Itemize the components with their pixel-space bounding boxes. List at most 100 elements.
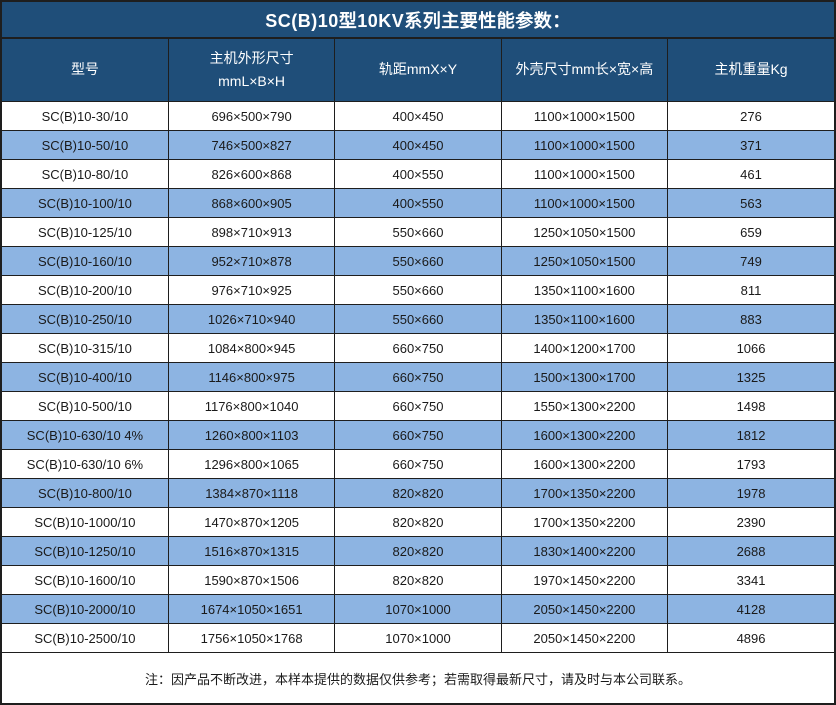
table-row: SC(B)10-50/10 746×500×827 400×450 1100×1000…	[2, 130, 834, 160]
cell-weight: 1325	[667, 362, 834, 392]
cell-weight: 811	[667, 275, 834, 305]
cell-model: SC(B)10-1000/10	[2, 507, 169, 537]
cell-dimensions: 952×710×878	[167, 246, 336, 276]
cell-shell-size: 1550×1300×2200	[500, 391, 669, 421]
header-row: 型号 主机外形尺寸 mmL×B×H 轨距mmX×Y 外壳尺寸mm长×宽×高 主机…	[2, 39, 834, 102]
cell-shell-size: 1100×1000×1500	[500, 159, 669, 189]
cell-gauge: 400×550	[334, 188, 502, 218]
cell-shell-size: 1700×1350×2200	[500, 478, 669, 508]
table-row: SC(B)10-160/10 952×710×878 550×660 1250×105…	[2, 246, 834, 276]
cell-shell-size: 1500×1300×1700	[500, 362, 669, 392]
cell-model: SC(B)10-50/10	[2, 130, 169, 160]
cell-shell-size: 1700×1350×2200	[500, 507, 669, 537]
cell-weight: 2688	[667, 536, 834, 566]
cell-gauge: 400×450	[334, 101, 502, 131]
cell-gauge: 660×750	[334, 362, 502, 392]
cell-model: SC(B)10-30/10	[2, 101, 169, 131]
cell-weight: 1498	[667, 391, 834, 421]
spec-table: 型号 主机外形尺寸 mmL×B×H 轨距mmX×Y 外壳尺寸mm长×宽×高 主机…	[2, 39, 834, 653]
cell-model: SC(B)10-2000/10	[2, 594, 169, 624]
cell-dimensions: 1470×870×1205	[167, 507, 336, 537]
cell-dimensions: 1384×870×1118	[167, 478, 336, 508]
cell-gauge: 550×660	[334, 275, 502, 305]
cell-shell-size: 1100×1000×1500	[500, 188, 669, 218]
cell-shell-size: 1350×1100×1600	[500, 275, 669, 305]
cell-gauge: 1070×1000	[334, 623, 502, 653]
col-header-model: 型号	[2, 39, 169, 102]
cell-weight: 1793	[667, 449, 834, 479]
table-row: SC(B)10-630/10 4% 1260×800×1103 660×750 160…	[2, 420, 834, 450]
cell-gauge: 820×820	[334, 565, 502, 595]
cell-dimensions: 1296×800×1065	[167, 449, 336, 479]
cell-model: SC(B)10-160/10	[2, 246, 169, 276]
table-body: SC(B)10-30/10 696×500×790 400×450 1100×1000…	[2, 101, 834, 653]
cell-shell-size: 1600×1300×2200	[500, 449, 669, 479]
cell-weight: 3341	[667, 565, 834, 595]
col-header-weight: 主机重量Kg	[667, 39, 834, 102]
cell-dimensions: 1756×1050×1768	[167, 623, 336, 653]
table-row: SC(B)10-400/10 1146×800×975 660×750 1500×13…	[2, 362, 834, 392]
cell-weight: 563	[667, 188, 834, 218]
cell-gauge: 400×550	[334, 159, 502, 189]
cell-model: SC(B)10-400/10	[2, 362, 169, 392]
cell-model: SC(B)10-500/10	[2, 391, 169, 421]
cell-shell-size: 2050×1450×2200	[500, 594, 669, 624]
cell-dimensions: 1260×800×1103	[167, 420, 336, 450]
cell-weight: 4128	[667, 594, 834, 624]
cell-gauge: 1070×1000	[334, 594, 502, 624]
cell-dimensions: 976×710×925	[167, 275, 336, 305]
cell-dimensions: 1146×800×975	[167, 362, 336, 392]
cell-weight: 2390	[667, 507, 834, 537]
cell-weight: 276	[667, 101, 834, 131]
table-row: SC(B)10-1000/10 1470×870×1205 820×820 1700×…	[2, 507, 834, 537]
table-row: SC(B)10-30/10 696×500×790 400×450 1100×1000…	[2, 101, 834, 131]
cell-model: SC(B)10-1250/10	[2, 536, 169, 566]
cell-model: SC(B)10-250/10	[2, 304, 169, 334]
cell-dimensions: 868×600×905	[167, 188, 336, 218]
col-header-shell-size: 外壳尺寸mm长×宽×高	[500, 39, 669, 102]
cell-gauge: 400×450	[334, 130, 502, 160]
table-row: SC(B)10-100/10 868×600×905 400×550 1100×100…	[2, 188, 834, 218]
table-row: SC(B)10-500/10 1176×800×1040 660×750 1550×1…	[2, 391, 834, 421]
cell-model: SC(B)10-80/10	[2, 159, 169, 189]
table-row: SC(B)10-315/10 1084×800×945 660×750 1400×12…	[2, 333, 834, 363]
cell-weight: 659	[667, 217, 834, 247]
table-row: SC(B)10-2500/10 1756×1050×1768 1070×1000 20…	[2, 623, 834, 653]
table-row: SC(B)10-1600/10 1590×870×1506 820×820 1970×…	[2, 565, 834, 595]
cell-dimensions: 1176×800×1040	[167, 391, 336, 421]
cell-shell-size: 1830×1400×2200	[500, 536, 669, 566]
cell-model: SC(B)10-125/10	[2, 217, 169, 247]
cell-weight: 1066	[667, 333, 834, 363]
cell-model: SC(B)10-200/10	[2, 275, 169, 305]
cell-dimensions: 1026×710×940	[167, 304, 336, 334]
table-row: SC(B)10-250/10 1026×710×940 550×660 1350×11…	[2, 304, 834, 334]
cell-shell-size: 1100×1000×1500	[500, 130, 669, 160]
cell-model: SC(B)10-2500/10	[2, 623, 169, 653]
table-row: SC(B)10-80/10 826×600×868 400×550 1100×1000…	[2, 159, 834, 189]
cell-weight: 1812	[667, 420, 834, 450]
cell-gauge: 550×660	[334, 217, 502, 247]
table-row: SC(B)10-1250/10 1516×870×1315 820×820 1830×…	[2, 536, 834, 566]
cell-shell-size: 1970×1450×2200	[500, 565, 669, 595]
cell-model: SC(B)10-315/10	[2, 333, 169, 363]
table-row: SC(B)10-125/10 898×710×913 550×660 1250×105…	[2, 217, 834, 247]
cell-gauge: 820×820	[334, 536, 502, 566]
cell-shell-size: 1100×1000×1500	[500, 101, 669, 131]
cell-gauge: 550×660	[334, 304, 502, 334]
cell-gauge: 820×820	[334, 507, 502, 537]
cell-model: SC(B)10-1600/10	[2, 565, 169, 595]
cell-gauge: 820×820	[334, 478, 502, 508]
cell-dimensions: 1674×1050×1651	[167, 594, 336, 624]
cell-weight: 749	[667, 246, 834, 276]
cell-gauge: 660×750	[334, 333, 502, 363]
cell-gauge: 660×750	[334, 420, 502, 450]
col-header-gauge: 轨距mmX×Y	[334, 39, 502, 102]
table-row: SC(B)10-2000/10 1674×1050×1651 1070×1000 20…	[2, 594, 834, 624]
cell-weight: 883	[667, 304, 834, 334]
cell-shell-size: 1250×1050×1500	[500, 217, 669, 247]
cell-gauge: 660×750	[334, 391, 502, 421]
cell-weight: 4896	[667, 623, 834, 653]
footer-note: 注：因产品不断改进，本样本提供的数据仅供参考；若需取得最新尺寸，请及时与本公司联…	[2, 653, 834, 703]
cell-shell-size: 2050×1450×2200	[500, 623, 669, 653]
table-row: SC(B)10-630/10 6% 1296×800×1065 660×750 160…	[2, 449, 834, 479]
